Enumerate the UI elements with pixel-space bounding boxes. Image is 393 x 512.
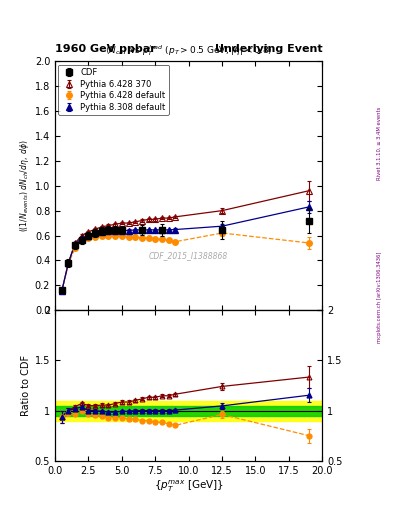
Bar (55, 406, 322, 416)
X-axis label: $\{p_T^{max}\ \mathrm{[GeV]}\}$: $\{p_T^{max}\ \mathrm{[GeV]}\}$ (154, 478, 224, 494)
Text: $\langle N_{ch}\rangle$ vs $p_T^{lead}$ ($p_T > 0.5$ GeV, $|\eta| < 0.8$): $\langle N_{ch}\rangle$ vs $p_T^{lead}$ … (105, 43, 272, 58)
Text: 1960 GeV ppbar: 1960 GeV ppbar (55, 44, 156, 54)
Bar (55, 400, 322, 421)
Y-axis label: $((1/N_{events})\ dN_{ch}/d\eta,\ d\phi)$: $((1/N_{events})\ dN_{ch}/d\eta,\ d\phi)… (18, 139, 31, 232)
Text: Underlying Event: Underlying Event (215, 44, 322, 54)
Text: Rivet 3.1.10, ≥ 3.4M events: Rivet 3.1.10, ≥ 3.4M events (377, 106, 382, 180)
Y-axis label: Ratio to CDF: Ratio to CDF (20, 355, 31, 416)
Legend: CDF, Pythia 6.428 370, Pythia 6.428 default, Pythia 8.308 default: CDF, Pythia 6.428 370, Pythia 6.428 defa… (58, 65, 169, 115)
Text: mcplots.cern.ch [arXiv:1306.3436]: mcplots.cern.ch [arXiv:1306.3436] (377, 251, 382, 343)
Text: CDF_2015_I1388868: CDF_2015_I1388868 (149, 251, 228, 260)
